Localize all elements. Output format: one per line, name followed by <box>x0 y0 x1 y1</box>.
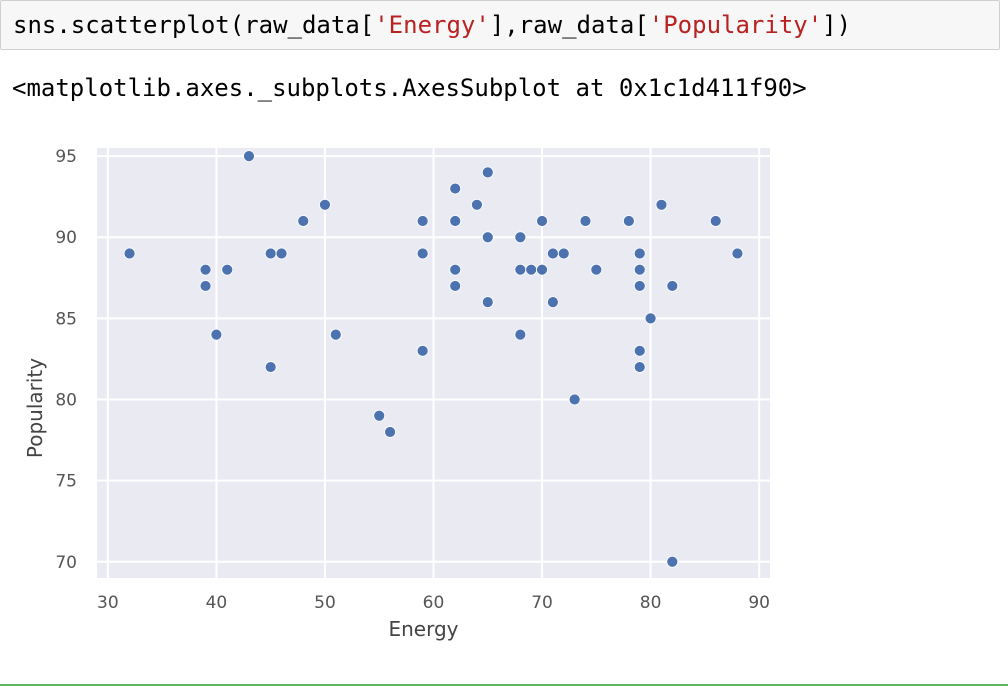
data-point <box>199 280 212 292</box>
x-tick-label: 70 <box>531 593 553 613</box>
data-point <box>481 231 494 244</box>
data-point <box>123 247 136 260</box>
data-point <box>264 247 277 260</box>
y-tick-label: 90 <box>55 228 77 248</box>
data-point <box>525 263 538 276</box>
data-point <box>210 328 223 341</box>
data-point <box>449 215 462 227</box>
data-point <box>579 215 592 227</box>
data-point <box>666 555 679 568</box>
output-repr-text: <matplotlib.axes._subplots.AxesSubplot a… <box>12 74 807 102</box>
data-point <box>514 328 527 341</box>
data-point <box>221 263 234 276</box>
x-tick-label: 30 <box>97 593 119 613</box>
tick-labels: 30 40 50 60 70 80 90 70 75 80 85 90 95 <box>55 147 770 613</box>
y-tick-label: 95 <box>55 147 77 167</box>
data-point <box>633 263 646 276</box>
data-point <box>731 247 744 260</box>
data-point <box>384 426 396 438</box>
code-prefix: sns.scatterplot(raw_data[ <box>13 11 375 39</box>
data-point <box>416 215 429 227</box>
data-point <box>536 215 548 227</box>
cell-separator <box>0 684 1008 686</box>
data-point <box>373 409 386 422</box>
data-point <box>264 361 277 373</box>
data-point <box>547 296 559 309</box>
data-point <box>709 215 722 227</box>
data-point <box>633 247 646 260</box>
data-point <box>199 263 212 276</box>
data-point <box>297 215 310 227</box>
y-tick-label: 85 <box>55 309 77 329</box>
data-point <box>471 198 483 211</box>
data-point <box>243 150 255 163</box>
grid-lines <box>97 148 770 578</box>
y-tick-label: 75 <box>55 472 77 492</box>
data-point <box>514 263 527 276</box>
data-point <box>568 393 581 406</box>
data-point <box>481 166 494 179</box>
data-point <box>416 344 429 357</box>
data-point <box>536 263 548 276</box>
data-point <box>622 215 635 227</box>
data-point <box>329 328 342 341</box>
code-middle: ],raw_data[ <box>489 11 649 39</box>
x-tick-label: 90 <box>748 593 770 613</box>
data-point <box>481 296 494 309</box>
data-point <box>633 361 646 373</box>
data-point <box>514 231 527 244</box>
code-suffix: ]) <box>822 11 852 39</box>
y-tick-label: 70 <box>55 553 77 573</box>
data-point <box>319 198 331 211</box>
data-point <box>633 344 646 357</box>
data-point <box>547 247 559 260</box>
data-point <box>449 263 462 276</box>
data-point <box>655 198 668 211</box>
data-point <box>644 312 657 325</box>
code-line[interactable]: sns.scatterplot(raw_data['Energy'],raw_d… <box>13 9 851 41</box>
code-input-cell[interactable]: sns.scatterplot(raw_data['Energy'],raw_d… <box>0 0 1000 50</box>
data-points <box>123 150 744 568</box>
scatter-chart: 30 40 50 60 70 80 90 70 75 80 85 90 95 Energy Popula… <box>23 147 770 641</box>
data-point <box>275 247 288 260</box>
data-point <box>666 280 679 292</box>
data-point <box>590 263 603 276</box>
data-point <box>557 247 570 260</box>
x-tick-label: 40 <box>206 593 228 613</box>
y-axis-label: Popularity <box>23 358 47 458</box>
x-tick-label: 80 <box>640 593 662 613</box>
code-arg-energy: 'Energy' <box>374 11 490 39</box>
x-tick-label: 60 <box>423 593 445 613</box>
x-axis-label: Energy <box>388 617 458 641</box>
y-tick-label: 80 <box>55 391 77 411</box>
x-tick-label: 50 <box>314 593 336 613</box>
data-point <box>449 280 462 292</box>
data-point <box>449 182 462 195</box>
data-point <box>633 280 646 292</box>
code-arg-popularity: 'Popularity' <box>648 11 823 39</box>
data-point <box>416 247 429 260</box>
